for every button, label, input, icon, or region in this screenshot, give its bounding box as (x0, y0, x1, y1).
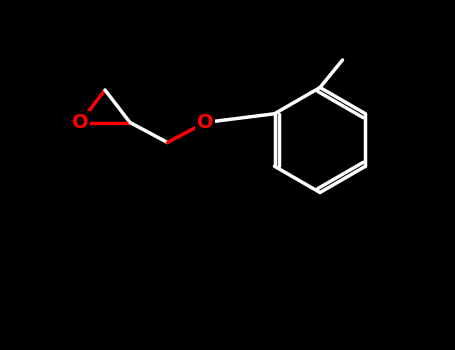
Text: O: O (72, 113, 88, 132)
Text: O: O (197, 113, 213, 132)
